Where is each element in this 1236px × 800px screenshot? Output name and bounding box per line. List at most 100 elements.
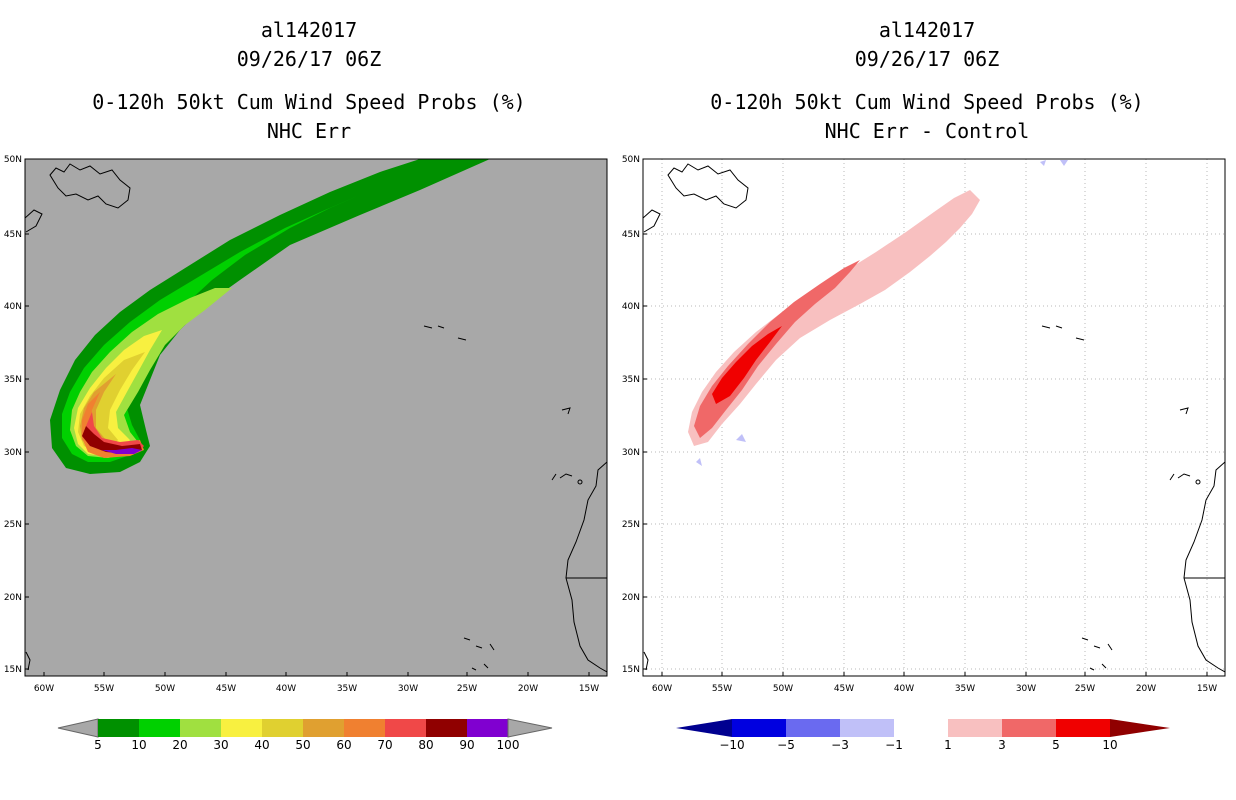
colorbar-swatch <box>732 719 786 737</box>
lon-label: 45W <box>216 684 236 694</box>
colorbar-swatch <box>303 719 344 737</box>
colorbar-swatch <box>894 719 948 737</box>
lon-label: 20W <box>1136 684 1156 694</box>
left-storm-id: al142017 <box>260 18 358 42</box>
right-subtitle: NHC Err - Control <box>824 119 1030 143</box>
lat-label: 50N <box>622 155 640 165</box>
colorbar-swatch <box>98 719 139 737</box>
colorbar-label: 1 <box>944 738 952 752</box>
left-title-block: al142017 09/26/17 06Z 0-120h 50kt Cum Wi… <box>0 16 618 146</box>
lon-label: 40W <box>894 684 914 694</box>
contour-90 <box>102 448 142 454</box>
right-coastlines <box>643 163 1225 673</box>
colorbar-label: 20 <box>172 738 187 752</box>
colorbar-low-arrow <box>676 719 732 737</box>
colorbar-label: 90 <box>459 738 474 752</box>
colorbar-swatch <box>180 719 221 737</box>
right-storm-id: al142017 <box>878 18 976 42</box>
lat-label: 40N <box>4 302 22 312</box>
lon-label: 30W <box>398 684 418 694</box>
colorbar-label: 80 <box>418 738 433 752</box>
lat-label: 35N <box>4 375 22 385</box>
lat-label: 25N <box>622 520 640 530</box>
colorbar-swatch <box>262 719 303 737</box>
colorbar-label: −3 <box>831 738 849 752</box>
right-latitude-labels: 50N 45N 40N 35N 30N 25N 20N 15N <box>622 155 647 675</box>
colorbar-swatch <box>139 719 180 737</box>
lon-label: 60W <box>34 684 54 694</box>
lon-label: 60W <box>652 684 672 694</box>
left-latitude-labels: 50N 45N 40N 35N 30N 25N 20N 15N <box>4 155 29 675</box>
diff-contour-5 <box>712 326 782 404</box>
lon-label: 20W <box>518 684 538 694</box>
left-map: 50N 45N 40N 35N 30N 25N 20N 15N 60W 55W 50W 45W 40W… <box>4 155 608 694</box>
colorbar-swatch <box>426 719 467 737</box>
colorbar-label: −1 <box>885 738 903 752</box>
left-probability-swath <box>50 159 490 474</box>
right-longitude-labels: 60W 55W 50W 45W 40W 35W 30W 25W 20W 15W <box>652 672 1217 694</box>
colorbar-label: 30 <box>213 738 228 752</box>
lat-label: 45N <box>622 230 640 240</box>
right-colorbar: −10 −5 −3 −1 1 3 5 10 <box>676 719 1170 752</box>
lon-label: 25W <box>457 684 477 694</box>
lon-label: 55W <box>94 684 114 694</box>
left-longitude-labels: 60W 55W 50W 45W 40W 35W 30W 25W 20W 15W <box>34 672 599 694</box>
left-colorbar: 5 10 20 30 40 50 60 70 80 90 100 <box>57 718 553 752</box>
diff-contour-1 <box>688 190 980 446</box>
left-coastlines <box>25 163 607 673</box>
lat-label: 15N <box>622 665 640 675</box>
colorbar-label: −10 <box>719 738 744 752</box>
lon-label: 15W <box>579 684 599 694</box>
colorbar-swatch <box>948 719 1002 737</box>
colorbar-swatch <box>1002 719 1056 737</box>
left-subtitle: NHC Err <box>266 119 352 143</box>
colorbar-swatch <box>221 719 262 737</box>
lon-label: 55W <box>712 684 732 694</box>
lat-label: 45N <box>4 230 22 240</box>
lat-label: 30N <box>4 448 22 458</box>
colorbar-high-arrow <box>507 718 553 738</box>
colorbar-swatch <box>467 719 508 737</box>
lat-label: 35N <box>622 375 640 385</box>
colorbar-swatch <box>840 719 894 737</box>
colorbar-label: 40 <box>254 738 269 752</box>
colorbar-label: 100 <box>497 738 520 752</box>
lat-label: 25N <box>4 520 22 530</box>
lon-label: 50W <box>155 684 175 694</box>
lat-label: 50N <box>4 155 22 165</box>
colorbar-low-arrow <box>57 718 99 738</box>
lat-label: 20N <box>4 593 22 603</box>
colorbar-swatch <box>786 719 840 737</box>
lon-label: 50W <box>773 684 793 694</box>
right-difference-swath <box>688 160 1068 466</box>
colorbar-label: 60 <box>336 738 351 752</box>
lon-label: 45W <box>834 684 854 694</box>
colorbar-label: 10 <box>1102 738 1117 752</box>
lon-label: 30W <box>1016 684 1036 694</box>
contour-80 <box>82 426 142 454</box>
colorbar-label: 70 <box>377 738 392 752</box>
right-map: 50N 45N 40N 35N 30N 25N 20N 15N 60W 55W 50W 45W 40W… <box>622 155 1226 694</box>
colorbar-high-arrow <box>1110 719 1170 737</box>
colorbar-label: 5 <box>1052 738 1060 752</box>
colorbar-swatch <box>344 719 385 737</box>
right-datetime: 09/26/17 06Z <box>854 47 1000 71</box>
lat-label: 30N <box>622 448 640 458</box>
left-datetime: 09/26/17 06Z <box>236 47 382 71</box>
lon-label: 40W <box>276 684 296 694</box>
colorbar-label: 50 <box>295 738 310 752</box>
colorbar-label: 3 <box>998 738 1006 752</box>
right-product-title: 0-120h 50kt Cum Wind Speed Probs (%) <box>710 90 1144 114</box>
diff-contour-3 <box>694 260 860 438</box>
right-title-block: al142017 09/26/17 06Z 0-120h 50kt Cum Wi… <box>618 16 1236 146</box>
lon-label: 35W <box>337 684 357 694</box>
colorbar-label: 5 <box>94 738 102 752</box>
left-product-title: 0-120h 50kt Cum Wind Speed Probs (%) <box>92 90 526 114</box>
lon-label: 15W <box>1197 684 1217 694</box>
right-map-frame <box>642 158 1226 677</box>
lon-label: 35W <box>955 684 975 694</box>
lat-label: 40N <box>622 302 640 312</box>
lon-label: 25W <box>1075 684 1095 694</box>
left-map-frame <box>24 158 608 677</box>
